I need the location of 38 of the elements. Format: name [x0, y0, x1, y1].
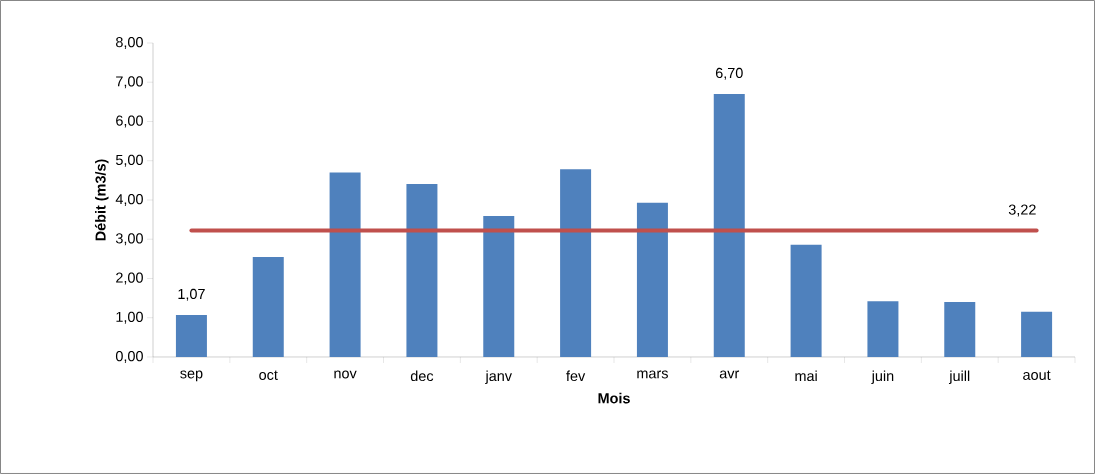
bar — [713, 94, 745, 357]
x-tick-label: mars — [637, 370, 668, 379]
bar — [175, 314, 207, 357]
bar — [636, 202, 668, 357]
y-tick-label: 7,00 — [116, 76, 143, 89]
x-tick-label: mai — [795, 370, 817, 382]
y-axis-title: Débit (m3/s) — [94, 159, 109, 241]
y-tick-label: 0,00 — [115, 351, 143, 363]
x-axis-title: Mois — [598, 392, 630, 404]
bar — [406, 183, 438, 357]
y-tick-label: 2,00 — [116, 272, 143, 285]
data-label: 1,07 — [178, 288, 205, 301]
bar — [867, 301, 899, 357]
bar — [483, 216, 515, 357]
y-tick-label: 3,00 — [115, 233, 143, 246]
y-tick-label: 4,00 — [115, 194, 143, 206]
x-tick-label: janv — [485, 370, 512, 384]
bar — [944, 302, 976, 357]
y-tick-label: 5,00 — [115, 154, 143, 167]
bar — [560, 169, 592, 357]
x-tick-label: nov — [334, 370, 357, 379]
bar — [1021, 311, 1053, 357]
data-label: 6,70 — [715, 67, 743, 80]
y-tick-label: 6,00 — [116, 115, 143, 128]
y-tick-label: 8,00 — [116, 37, 143, 49]
x-tick-label: fev — [566, 370, 586, 382]
bar — [329, 172, 361, 357]
x-tick-label: juill — [948, 370, 970, 384]
y-tick-label: 1,00 — [116, 311, 143, 324]
bar — [790, 244, 822, 357]
x-tick-label: avr — [719, 370, 740, 379]
x-tick-label: oct — [259, 370, 278, 380]
ref-line-label: 3,22 — [1008, 204, 1036, 217]
bar — [252, 256, 284, 357]
x-tick-label: aout — [1023, 370, 1051, 380]
x-tick-label: dec — [410, 370, 434, 382]
x-tick-label: juin — [871, 370, 894, 384]
x-tick-label: sep — [180, 370, 203, 382]
